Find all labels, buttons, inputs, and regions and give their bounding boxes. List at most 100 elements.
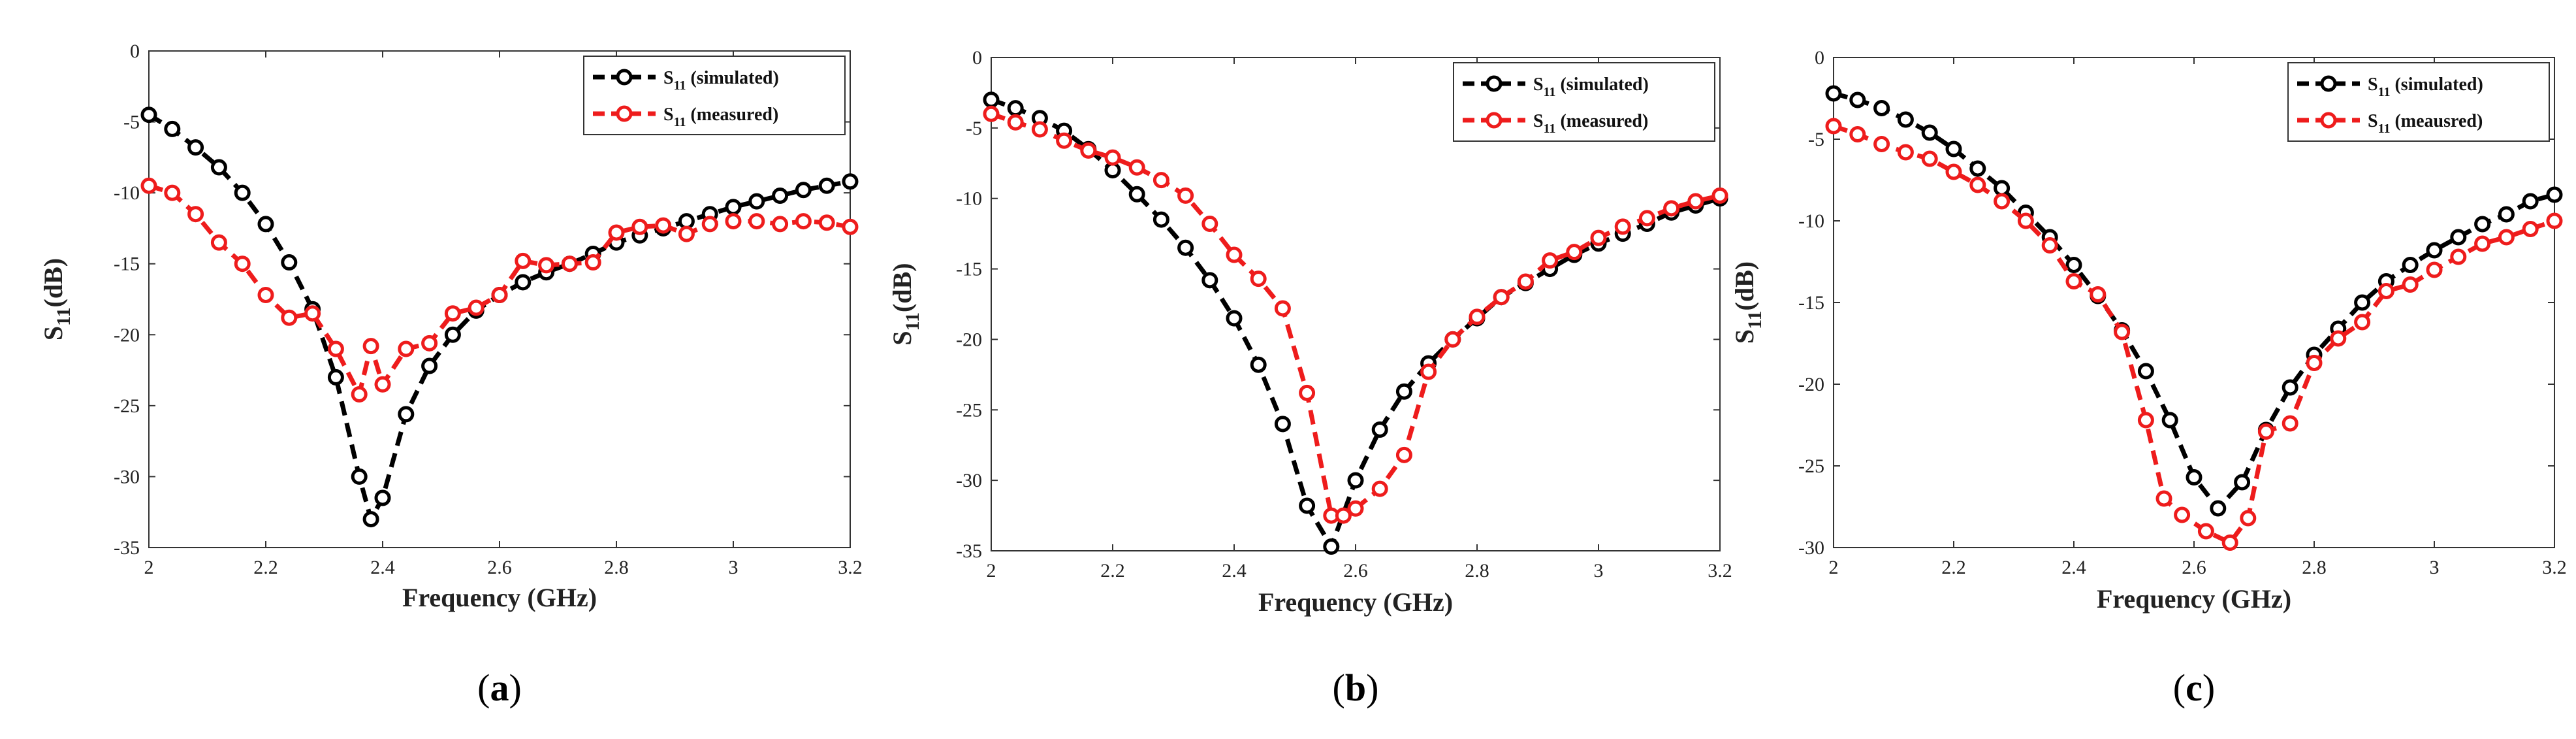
data-point-measured (561, 255, 578, 272)
data-point-measured (1274, 300, 1291, 317)
legend-label-rest: (simulated) (2390, 74, 2483, 95)
data-point-measured (1897, 144, 1914, 161)
y-axis-title-unit: (dB) (39, 258, 68, 308)
legend-label-simulated: S11 (simulated) (2368, 74, 2483, 99)
data-point-measured (1420, 363, 1437, 380)
data-point-simulated (362, 511, 379, 528)
data-point-simulated (1153, 211, 1169, 228)
y-axis-title-main: S (887, 331, 917, 345)
caption-open: ( (477, 666, 490, 709)
legend-marker-measured (616, 105, 633, 122)
data-point-simulated (1299, 497, 1316, 514)
legend-label-main: S (663, 105, 674, 125)
data-point-simulated (748, 193, 765, 210)
data-point-measured (515, 252, 532, 269)
x-tick-label: 3.2 (838, 557, 863, 578)
data-point-measured (2155, 490, 2172, 507)
data-point-measured (2137, 412, 2154, 429)
data-point-simulated (2450, 229, 2467, 246)
data-point-simulated (1825, 85, 1842, 102)
x-tick-label: 2.4 (2061, 557, 2086, 578)
data-point-measured (2546, 212, 2563, 229)
data-point-simulated (1969, 160, 1986, 177)
data-point-simulated (818, 177, 835, 194)
x-tick-label: 2.2 (1100, 560, 1125, 582)
data-point-simulated (1250, 356, 1267, 373)
legend-label-sub: 11 (2378, 122, 2391, 136)
data-point-simulated (2546, 186, 2563, 203)
x-tick-label: 2.8 (604, 557, 629, 578)
data-point-measured (608, 224, 625, 241)
data-point-simulated (1347, 472, 1364, 489)
y-axis-title: S11(dB) (887, 263, 923, 345)
x-tick-label: 2.8 (2302, 557, 2327, 578)
legend-label-simulated: S11 (simulated) (1533, 74, 1649, 99)
data-point-measured (2065, 273, 2082, 289)
data-point-measured (748, 213, 765, 230)
data-point-simulated (1994, 180, 2011, 197)
x-tick-label: 2.6 (487, 557, 512, 578)
data-point-measured (1371, 480, 1388, 497)
data-point-simulated (1226, 310, 1243, 327)
data-point-simulated (2474, 216, 2491, 233)
data-point-measured (257, 286, 274, 303)
y-axis-title-main: S (39, 326, 68, 340)
legend: S11 (simulated) S11 (meausred) (2287, 62, 2550, 142)
y-tick-label: -35 (956, 540, 982, 562)
data-point-measured (1590, 229, 1607, 246)
y-tick-label: 0 (1815, 47, 1824, 69)
x-tick-label: 3 (2430, 557, 2440, 578)
data-point-measured (2221, 534, 2238, 551)
data-point-simulated (1945, 140, 1962, 157)
data-point-measured (1614, 218, 1631, 235)
y-tick-label: 0 (972, 47, 982, 69)
panel-caption: (a) (477, 666, 522, 709)
data-point-measured (234, 255, 251, 272)
y-tick-label: -30 (956, 470, 982, 491)
y-tick-label: -25 (1798, 455, 1824, 477)
data-point-simulated (234, 184, 251, 201)
y-tick-label: -5 (966, 118, 982, 139)
data-point-measured (1469, 308, 1486, 325)
legend-box (2287, 62, 2550, 142)
x-tick-label: 3 (729, 557, 739, 578)
x-tick-label: 2.6 (1343, 560, 1368, 582)
data-point-measured (1031, 121, 1048, 138)
data-point-simulated (398, 406, 415, 423)
legend-label-measured: S11 (meausred) (2368, 111, 2483, 136)
data-point-measured (187, 206, 204, 223)
data-point-simulated (164, 120, 181, 137)
data-point-measured (1638, 210, 1655, 227)
data-point-simulated (187, 139, 204, 156)
data-point-simulated (2210, 500, 2227, 517)
data-point-measured (210, 234, 227, 251)
data-point-measured (1395, 446, 1412, 463)
chart-panel-b: 2 2.2 2.4 2.6 2.8 3 3.2 0 -5 -10 -15 -20 -25 -30 -35 Fr… (887, 47, 1732, 709)
legend-label-main: S (663, 68, 674, 88)
data-point-measured (2426, 261, 2443, 278)
legend-label-rest: (simulated) (686, 68, 778, 88)
y-axis-title-sub: 11 (902, 312, 923, 331)
data-point-measured (1969, 176, 1986, 193)
data-point-simulated (2426, 242, 2443, 259)
data-point-measured (1825, 118, 1842, 135)
data-point-simulated (2234, 474, 2251, 491)
x-tick-label: 2.8 (1465, 560, 1489, 582)
data-point-measured (983, 105, 1000, 122)
caption-letter: a (490, 666, 509, 709)
data-point-measured (1104, 149, 1121, 166)
data-point-measured (655, 217, 672, 234)
data-point-measured (2257, 423, 2274, 440)
data-point-simulated (2354, 294, 2371, 311)
data-point-simulated (210, 159, 227, 176)
legend-label-measured: S11 (measured) (663, 105, 778, 129)
caption-open: ( (2173, 666, 2186, 709)
data-point-measured (1335, 507, 1352, 524)
data-point-measured (1250, 271, 1267, 287)
caption-close: ) (2202, 666, 2215, 709)
data-point-measured (1299, 384, 1316, 401)
data-point-measured (468, 299, 485, 316)
y-axis-title: S11(dB) (1730, 261, 1766, 344)
data-point-simulated (1201, 272, 1218, 289)
